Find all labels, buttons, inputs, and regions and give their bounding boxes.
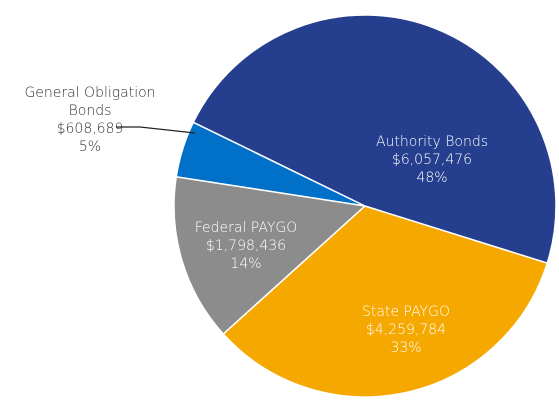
slice-label: Authority Bonds $6,057,476 48% [376, 133, 488, 187]
label-value: $4,259,784 [365, 322, 447, 338]
label-name: Federal PAYGO [194, 220, 298, 236]
label-percent: 33% [390, 340, 422, 356]
pie-slice [173, 175, 367, 336]
label-name: State PAYGO [362, 304, 450, 320]
slice-label: Federal PAYGO $1,798,436 14% [195, 219, 298, 273]
label-percent: 48% [416, 170, 448, 186]
label-value: $6,057,476 [391, 152, 473, 168]
label-name: Authority Bonds [375, 134, 489, 150]
label-percent: 14% [230, 256, 262, 272]
label-value: $1,798,436 [205, 238, 287, 254]
pie-slice [192, 14, 557, 264]
label-percent: 5% [78, 139, 102, 155]
slice-label: General Obligation Bonds $608,689 5% [15, 84, 165, 156]
pie-slice [222, 205, 549, 398]
leader-line [116, 126, 196, 134]
slice-label: State PAYGO $4,259,784 33% [362, 303, 450, 357]
label-value: $608,689 [56, 121, 124, 137]
label-name: General Obligation Bonds [24, 85, 156, 119]
